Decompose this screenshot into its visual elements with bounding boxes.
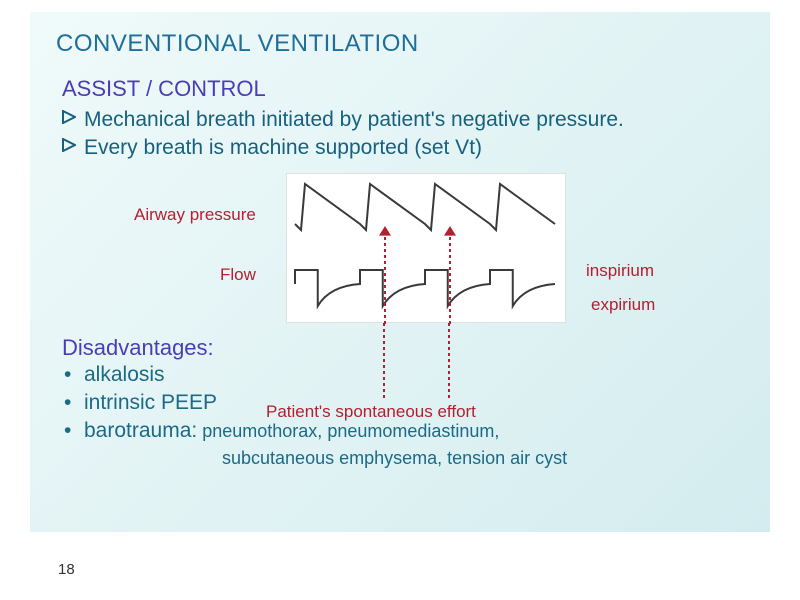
barotrauma-prefix: barotrauma: xyxy=(84,419,197,442)
waveform-box xyxy=(286,173,566,323)
spontaneous-effort-label: Patient's spontaneous effort xyxy=(266,402,476,422)
list-item: barotrauma: pneumothorax, pneumomediasti… xyxy=(62,417,744,470)
bullet-arrow-icon xyxy=(62,110,76,124)
page-number: 18 xyxy=(58,561,75,578)
chart-area: Airway pressure Flow inspirium expirium xyxy=(56,173,744,333)
bullet-text: Mechanical breath initiated by patient's… xyxy=(84,106,624,134)
flow-label: Flow xyxy=(220,265,256,285)
list-item: alkalosis xyxy=(62,361,744,389)
waveform-svg xyxy=(287,174,567,324)
section-subtitle: ASSIST / CONTROL xyxy=(62,76,744,102)
barotrauma-detail: pneumothorax, pneumomediastinum, xyxy=(197,421,499,441)
bullet-list: Mechanical breath initiated by patient's… xyxy=(62,106,744,163)
bullet-text: Every breath is machine supported (set V… xyxy=(84,134,482,162)
disadvantages-title: Disadvantages: xyxy=(62,335,744,361)
bullet-arrow-icon xyxy=(62,138,76,152)
airway-pressure-label: Airway pressure xyxy=(134,205,256,225)
inspirium-label: inspirium xyxy=(586,261,654,281)
slide-title: CONVENTIONAL VENTILATION xyxy=(56,30,744,58)
bullet-item: Every breath is machine supported (set V… xyxy=(62,134,744,162)
barotrauma-detail-line2: subcutaneous emphysema, tension air cyst xyxy=(222,446,744,470)
slide-body: CONVENTIONAL VENTILATION ASSIST / CONTRO… xyxy=(30,12,770,532)
bullet-item: Mechanical breath initiated by patient's… xyxy=(62,106,744,134)
expirium-label: expirium xyxy=(591,295,655,315)
